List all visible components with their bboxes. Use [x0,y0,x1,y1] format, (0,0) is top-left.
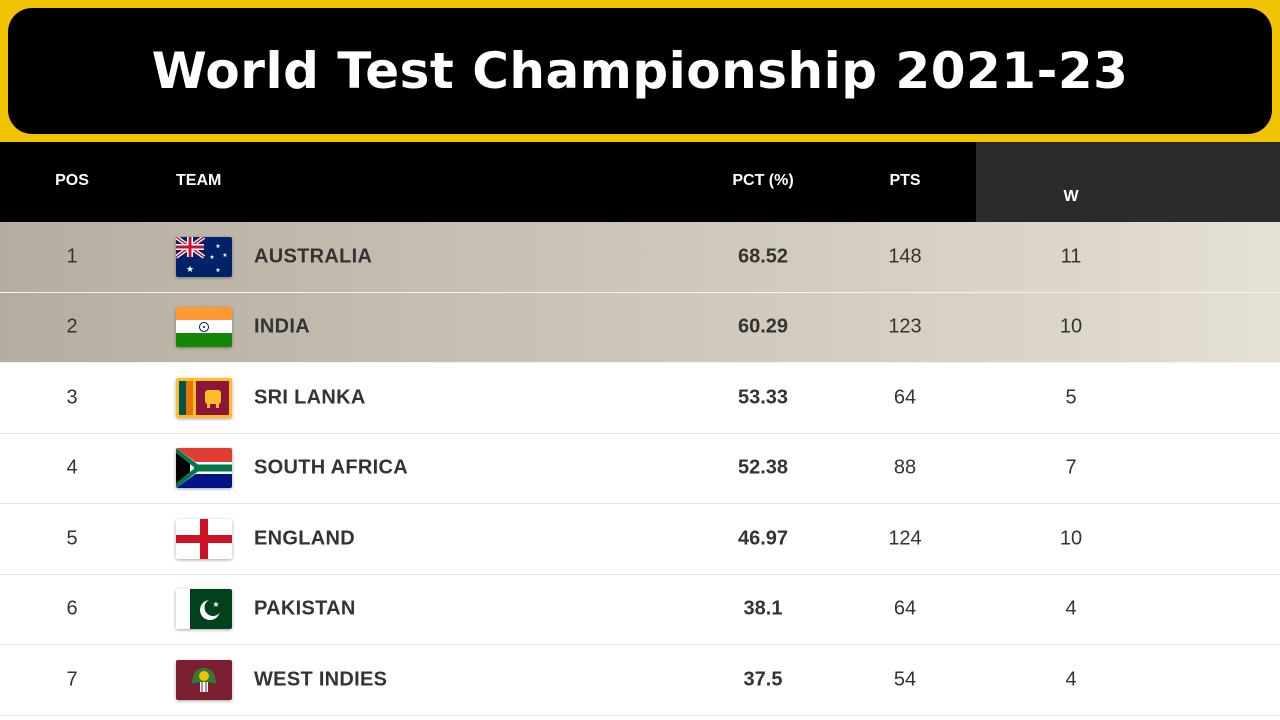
column-header-team[interactable]: TEAM [176,172,222,189]
england-flag-icon [176,518,232,559]
west-indies-flag-icon [176,659,232,700]
wins-cell: 4 [1065,597,1077,620]
svg-text:★: ★ [215,243,220,250]
pts-cell: 88 [893,456,917,479]
pct-cell: 68.52 [737,245,789,268]
team-name[interactable]: SRI LANKA [254,386,366,409]
title-banner: World Test Championship 2021-23 [0,0,1280,142]
pct-cell: 53.33 [737,386,789,409]
table-row[interactable]: 5 ENGLAND 46.97 124 10 [0,504,1280,575]
position-cell: 1 [66,245,78,268]
svg-text:★: ★ [222,252,227,259]
svg-text:★: ★ [209,254,214,261]
title-box: World Test Championship 2021-23 [8,8,1272,134]
column-header-w[interactable]: W [1063,188,1079,205]
table-row[interactable]: 2 INDIA 60.29 123 10 [0,292,1280,363]
team-name[interactable]: PAKISTAN [254,597,356,620]
pts-cell: 148 [888,245,922,268]
wins-cell: 10 [1059,315,1083,338]
table-row[interactable]: 6 ★ PAKISTAN 38.1 64 4 [0,575,1280,645]
position-cell: 3 [66,386,78,409]
position-cell: 4 [66,456,78,479]
page-title: World Test Championship 2021-23 [151,42,1129,100]
team-name[interactable]: AUSTRALIA [254,245,373,268]
south-africa-flag-icon [176,448,232,489]
pct-cell: 37.5 [743,668,783,691]
table-row[interactable]: 7 WEST INDIES 37.5 54 4 [0,645,1280,716]
table-row[interactable]: 3 SRI LANKA 53.33 64 5 [0,363,1280,434]
standings-table: 1 ★ ★ ★ ★ ★ AUSTRALIA 68.52 148 11 2 [0,222,1280,716]
position-cell: 6 [66,597,78,620]
position-cell: 5 [66,527,78,550]
position-cell: 2 [66,315,78,338]
wins-cell: 5 [1065,386,1077,409]
table-header: POS TEAM PCT (%) PTS W [0,142,1280,222]
svg-text:★: ★ [212,600,219,609]
pts-cell: 64 [893,597,917,620]
wins-cell: 11 [1060,245,1082,268]
pts-cell: 54 [893,668,917,691]
wins-cell: 7 [1065,456,1077,479]
column-header-pos[interactable]: POS [55,172,89,189]
india-flag-icon [176,307,232,348]
pct-cell: 60.29 [737,315,789,338]
pct-cell: 52.38 [737,456,789,479]
column-header-pts[interactable]: PTS [889,172,921,189]
pct-cell: 38.1 [743,597,783,620]
position-cell: 7 [66,668,78,691]
wins-cell: 10 [1059,527,1083,550]
table-row[interactable]: 1 ★ ★ ★ ★ ★ AUSTRALIA 68.52 148 11 [0,222,1280,293]
australia-flag-icon: ★ ★ ★ ★ ★ [176,236,232,277]
w-column-header-shade [976,142,1280,222]
team-name[interactable]: INDIA [254,315,310,338]
sri-lanka-flag-icon [176,377,232,418]
pct-cell: 46.97 [737,527,789,550]
pakistan-flag-icon: ★ [176,589,232,630]
table-row[interactable]: 4 SOUTH AFRICA 52.38 88 7 [0,434,1280,504]
team-name[interactable]: ENGLAND [254,527,355,550]
wins-cell: 4 [1065,668,1077,691]
pts-cell: 124 [888,527,922,550]
pts-cell: 64 [893,386,917,409]
column-header-pct[interactable]: PCT (%) [732,172,794,189]
team-name[interactable]: WEST INDIES [254,668,388,691]
svg-text:★: ★ [186,264,194,274]
team-name[interactable]: SOUTH AFRICA [254,456,408,479]
svg-text:★: ★ [215,267,220,274]
pts-cell: 123 [888,315,922,338]
